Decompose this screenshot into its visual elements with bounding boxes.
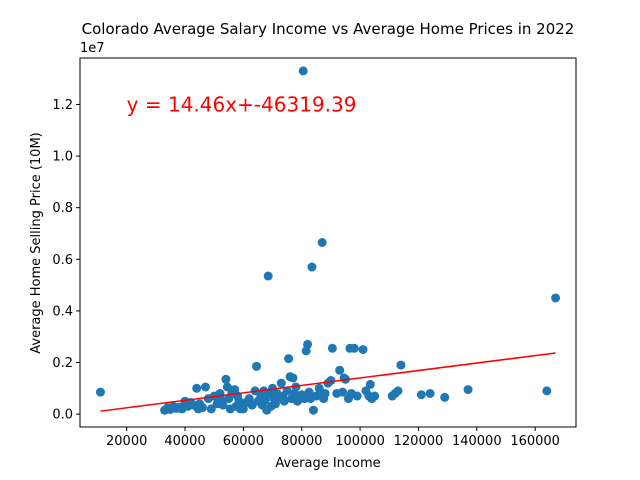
data-point <box>416 390 426 400</box>
data-point <box>291 382 301 392</box>
plot-frame <box>79 57 577 428</box>
data-point <box>317 238 327 247</box>
y-tick-label: 0.0 <box>52 408 73 423</box>
data-point <box>298 66 308 76</box>
data-point <box>222 382 232 392</box>
y-tick-label: 0.6 <box>52 253 73 268</box>
x-tick-label: 40000 <box>164 434 205 449</box>
data-point <box>234 396 244 406</box>
y-axis-offset-label: 1e7 <box>80 41 105 56</box>
data-point <box>279 396 289 406</box>
data-point <box>440 392 450 402</box>
data-point <box>284 354 294 364</box>
data-point <box>276 378 286 388</box>
data-point <box>542 386 552 396</box>
data-point <box>393 386 403 396</box>
data-point <box>425 388 435 398</box>
regression-line-layer <box>100 352 556 412</box>
data-point <box>282 386 292 396</box>
data-point <box>252 361 262 371</box>
x-tick-label: 20000 <box>106 434 147 449</box>
data-point <box>221 374 231 384</box>
y-axis-title: Average Home Selling Price (10M) <box>29 132 44 354</box>
x-tick-label: 100000 <box>335 434 385 449</box>
data-point <box>198 403 208 413</box>
y-tick-label: 0.4 <box>52 304 73 319</box>
data-point <box>263 271 273 281</box>
data-point <box>358 345 368 355</box>
data-point <box>338 387 348 397</box>
data-point <box>370 391 380 401</box>
data-point <box>365 379 375 389</box>
data-point <box>288 373 298 383</box>
data-point <box>308 405 318 415</box>
y-tick-label: 1.0 <box>52 150 73 165</box>
regression-line <box>100 352 556 412</box>
regression-equation-label: y = 14.46x+-46319.39 <box>127 92 357 116</box>
data-point <box>320 388 330 398</box>
x-tick-label: 80000 <box>281 434 322 449</box>
scatter-points <box>95 66 561 415</box>
data-point <box>303 339 313 349</box>
y-tick-label: 0.8 <box>52 201 73 216</box>
x-tick-label: 60000 <box>223 434 264 449</box>
data-point <box>335 365 345 375</box>
x-axis-title: Average Income <box>275 456 380 471</box>
x-tick-label: 140000 <box>452 434 502 449</box>
data-point <box>260 395 270 405</box>
x-tick-label: 120000 <box>394 434 444 449</box>
y-axis-ticks: 0.0 0.2 0.4 0.6 0.8 1.0 1.2 <box>52 98 80 423</box>
data-point <box>218 400 228 410</box>
data-point <box>352 391 362 401</box>
data-point <box>396 360 406 370</box>
data-point <box>551 293 561 303</box>
y-tick-label: 0.2 <box>52 356 73 371</box>
x-axis-ticks: 20000 40000 60000 80000 100000 120000 140000 16… <box>106 427 560 449</box>
data-point <box>463 385 473 395</box>
data-point <box>200 382 210 392</box>
data-point <box>95 387 105 397</box>
data-point <box>206 404 216 414</box>
x-tick-label: 160000 <box>510 434 560 449</box>
data-point <box>326 376 336 386</box>
data-point <box>327 343 337 353</box>
data-point <box>307 262 317 272</box>
data-point <box>192 383 202 393</box>
y-tick-label: 1.2 <box>52 98 73 113</box>
chart-title: Colorado Average Salary Income vs Averag… <box>82 20 575 38</box>
data-point <box>349 343 359 353</box>
